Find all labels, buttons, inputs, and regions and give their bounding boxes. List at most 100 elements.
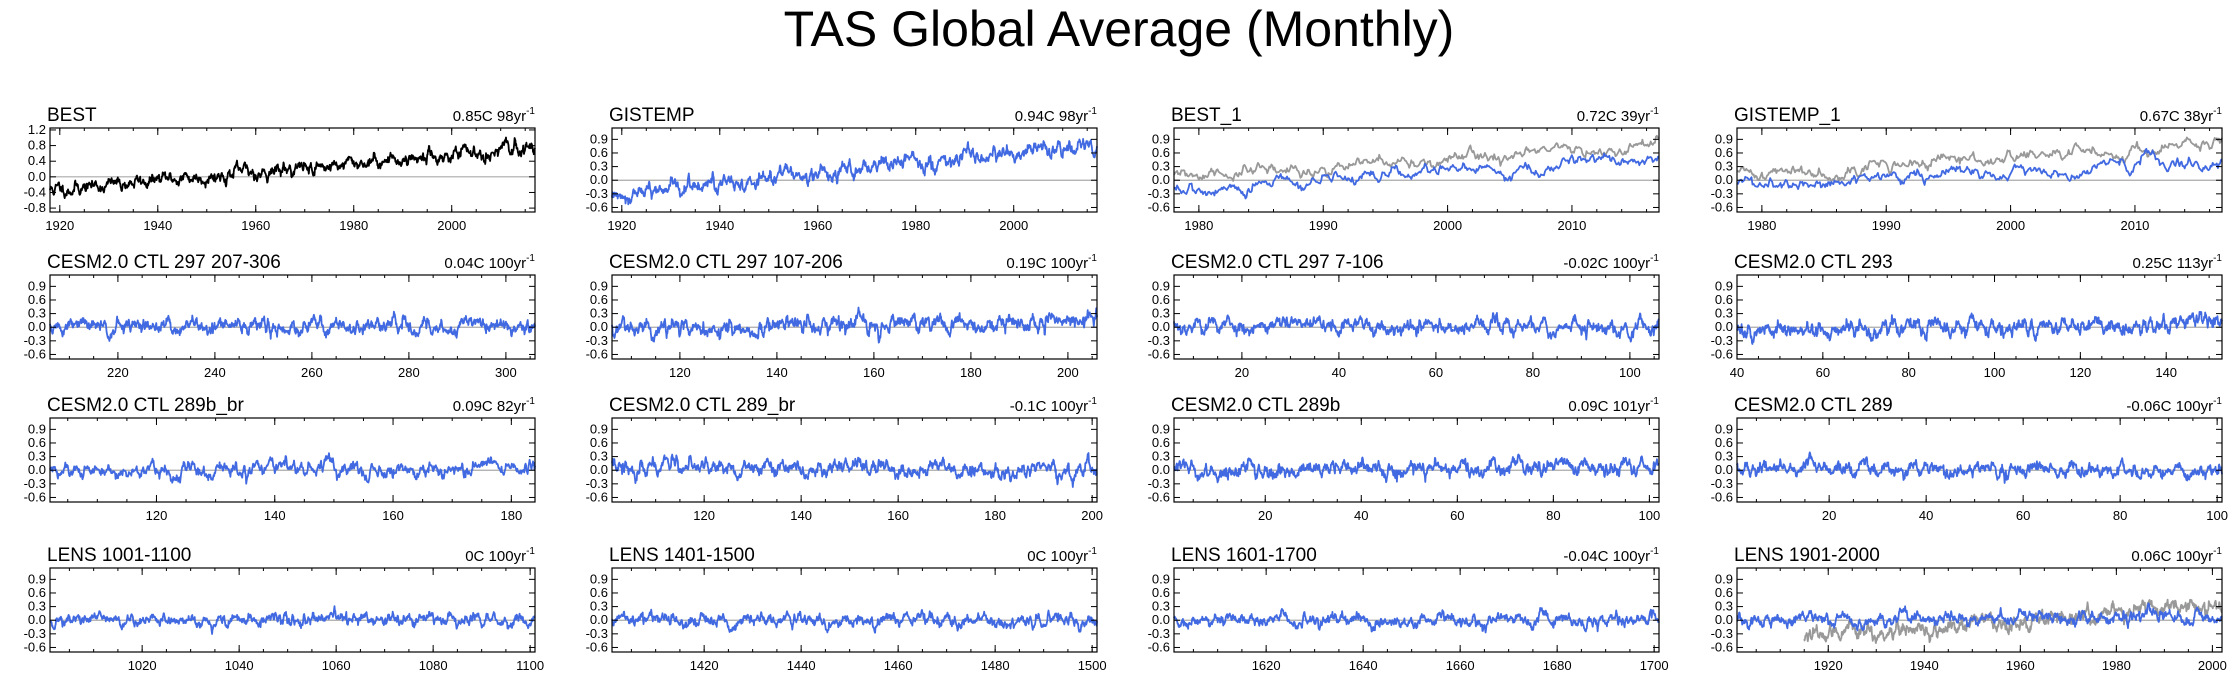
trend-exponent: -1	[1088, 396, 1097, 407]
y-tick-label: 0.6	[590, 435, 608, 450]
x-tick-label: 1700	[1640, 658, 1669, 673]
y-tick-label: 0.6	[1152, 145, 1170, 160]
panel-title: CESM2.0 CTL 297 7-106	[1171, 252, 1384, 273]
series-line-model	[49, 452, 536, 485]
y-tick-label: -0.6	[1711, 199, 1733, 214]
x-tick-label: 2000	[2198, 658, 2227, 673]
y-tick-label: 0.9	[590, 131, 608, 146]
x-tick-label: 40	[1332, 365, 1346, 380]
plot-frame	[1736, 417, 2223, 503]
trend-label: -0.04C 100yr-1	[1563, 546, 1659, 565]
trend-exponent: -1	[526, 106, 535, 117]
trend-label: 0C 100yr-1	[465, 546, 535, 565]
x-tick-label: 1980	[901, 218, 930, 233]
x-tick-label: 180	[960, 365, 982, 380]
chart-panel-6: CESM2.0 CTL 297 107-206 0.19C 100yr-1 120 1…	[586, 252, 1098, 380]
y-tick-label: 0.8	[28, 138, 46, 153]
series-line-gistemp-1	[1737, 147, 2223, 191]
trend-exponent: -1	[1650, 253, 1659, 264]
y-tick-label: 0.9	[590, 421, 608, 436]
y-tick-label: 0.3	[1152, 599, 1170, 614]
chart-panel-9: CESM2.0 CTL 289b_br 0.09C 82yr-1 120 140 160…	[24, 395, 536, 523]
plot-frame	[49, 417, 536, 503]
trend-exponent: -1	[2213, 106, 2222, 117]
x-tick-label: 120	[669, 365, 691, 380]
panel-title: CESM2.0 CTL 293	[1734, 252, 1893, 273]
x-tick-label: 1940	[705, 218, 734, 233]
plot-frame	[611, 127, 1098, 213]
x-tick-label: 1920	[607, 218, 636, 233]
x-tick-label: 20	[1822, 508, 1836, 523]
x-tick-label: 1990	[1872, 218, 1901, 233]
y-tick-label: 0.3	[590, 306, 608, 321]
x-tick-label: 140	[2155, 365, 2177, 380]
trend-label: 0.09C 101yr-1	[1568, 396, 1659, 415]
series-line-model	[1736, 310, 2223, 345]
panel-title: CESM2.0 CTL 289b_br	[47, 395, 244, 416]
x-tick-label: 1940	[1910, 658, 1939, 673]
plot-frame	[1736, 274, 2223, 360]
series-line-model	[49, 310, 536, 342]
chart-panel-14: LENS 1401-1500 0C 100yr-1 1420 1440 1460 1480…	[586, 545, 1107, 673]
y-tick-label: 0.6	[28, 585, 46, 600]
plot-frame	[1173, 274, 1660, 360]
y-tick-label: -0.8	[24, 200, 46, 215]
y-tick-label: 0.6	[1152, 435, 1170, 450]
x-tick-label: 2010	[2120, 218, 2149, 233]
x-tick-label: 180	[984, 508, 1006, 523]
x-tick-label: 140	[264, 508, 286, 523]
x-tick-label: 1980	[339, 218, 368, 233]
y-tick-label: 0.9	[590, 278, 608, 293]
y-tick-label: 0.0	[590, 612, 608, 627]
trend-label: -0.06C 100yr-1	[2126, 396, 2222, 415]
trend-label: -0.1C 100yr-1	[1010, 396, 1098, 415]
x-tick-label: 1960	[2006, 658, 2035, 673]
y-tick-label: 0.6	[1715, 585, 1733, 600]
y-tick-label: 0.0	[1152, 462, 1170, 477]
panel-title: BEST	[47, 105, 97, 126]
x-tick-label: 260	[301, 365, 323, 380]
trend-label: 0.04C 100yr-1	[444, 253, 535, 272]
x-tick-label: 1640	[1349, 658, 1378, 673]
x-tick-label: 160	[887, 508, 909, 523]
y-tick-label: -0.6	[24, 639, 46, 654]
panel-title: CESM2.0 CTL 289b	[1171, 395, 1340, 416]
x-tick-label: 1420	[690, 658, 719, 673]
y-tick-label: -0.6	[1148, 346, 1170, 361]
chart-panel-7: CESM2.0 CTL 297 7-106 -0.02C 100yr-1 20 40 6…	[1148, 252, 1660, 380]
y-tick-label: 0.0	[1152, 319, 1170, 334]
trend-exponent: -1	[1650, 546, 1659, 557]
y-tick-label: 0.3	[1152, 449, 1170, 464]
x-tick-label: 160	[863, 365, 885, 380]
x-tick-label: 2010	[1557, 218, 1586, 233]
y-tick-label: 0.3	[1715, 449, 1733, 464]
chart-panel-12: CESM2.0 CTL 289 -0.06C 100yr-1 20 40 60 80 100…	[1711, 395, 2228, 523]
y-tick-label: 0.9	[28, 571, 46, 586]
y-tick-label: -0.3	[1148, 186, 1170, 201]
x-tick-label: 200	[1081, 508, 1103, 523]
x-tick-label: 60	[2016, 508, 2030, 523]
chart-panel-8: CESM2.0 CTL 293 0.25C 113yr-1 40 60 80 100 120…	[1711, 252, 2223, 380]
x-tick-label: 100	[1639, 508, 1661, 523]
y-tick-label: 0.0	[28, 462, 46, 477]
x-tick-label: 220	[107, 365, 129, 380]
y-tick-label: 0.6	[590, 145, 608, 160]
x-tick-label: 240	[204, 365, 226, 380]
x-tick-label: 100	[2206, 508, 2228, 523]
panel-title: GISTEMP_1	[1734, 105, 1841, 126]
trend-label: 0.06C 100yr-1	[2131, 546, 2222, 565]
y-tick-label: -0.6	[1711, 346, 1733, 361]
x-tick-label: 80	[2113, 508, 2127, 523]
y-tick-label: 0.3	[28, 449, 46, 464]
series-line-gistemp	[611, 137, 1098, 206]
x-tick-label: 60	[1816, 365, 1830, 380]
x-tick-label: 1940	[143, 218, 172, 233]
y-tick-label: 0.9	[1715, 131, 1733, 146]
x-tick-label: 120	[693, 508, 715, 523]
y-tick-label: 0.9	[28, 421, 46, 436]
series-line-model	[611, 452, 1098, 488]
y-tick-label: -0.6	[1148, 199, 1170, 214]
trend-exponent: -1	[1650, 106, 1659, 117]
x-tick-label: 1020	[128, 658, 157, 673]
x-tick-label: 120	[2070, 365, 2092, 380]
